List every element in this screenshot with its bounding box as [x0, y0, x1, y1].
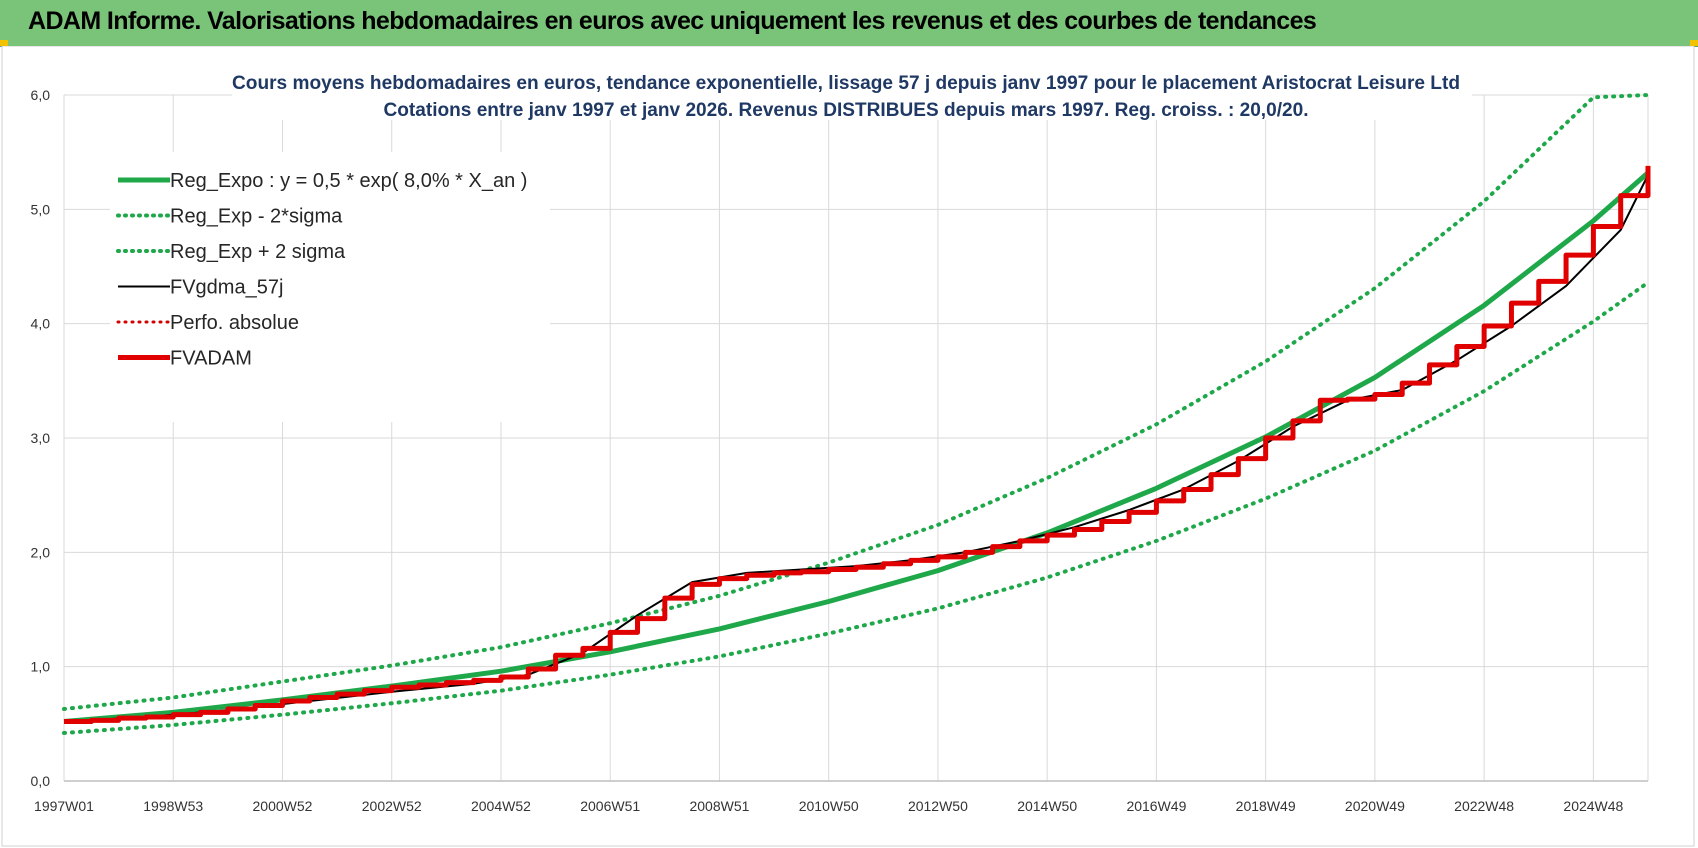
x-tick-label: 2012W50 [908, 798, 968, 814]
x-tick-label: 2002W52 [362, 798, 422, 814]
x-tick-label: 2010W50 [799, 798, 859, 814]
legend-label: Perfo. absolue [170, 312, 299, 334]
y-tick-label: 6,0 [31, 87, 51, 103]
series-line [62, 280, 1650, 735]
y-tick-label: 1,0 [31, 659, 51, 675]
corner-mark-right [1690, 40, 1698, 46]
y-tick-label: 0,0 [31, 773, 51, 789]
y-axis: 0,0 1,0 2,0 3,0 4,0 5,0 6,0 [31, 87, 51, 789]
header-banner: ADAM Informe. Valorisations hebdomadaire… [0, 0, 1698, 47]
x-tick-label: 2016W49 [1126, 798, 1186, 814]
x-tick-label: 2008W51 [689, 798, 749, 814]
x-tick-label: 2000W52 [253, 798, 313, 814]
x-tick-label: 1998W53 [143, 798, 203, 814]
legend-label: Reg_Expo : y = 0,5 * exp( 8,0% * X_an ) [170, 170, 527, 192]
x-tick-label: 1997W01 [34, 798, 94, 814]
legend: Reg_Expo : y = 0,5 * exp( 8,0% * X_an ) R… [110, 152, 550, 422]
chart-titles: Cours moyens hebdomadaires en euros, ten… [232, 64, 1472, 121]
legend-label: FVADAM [170, 348, 252, 370]
legend-label: FVgdma_57j [170, 277, 283, 299]
series-layer [62, 93, 1651, 735]
corner-mark-left [0, 40, 8, 46]
chart-subtitle: Cotations entre janv 1997 et janv 2026. … [384, 100, 1309, 121]
x-tick-label: 2014W50 [1017, 798, 1077, 814]
series-line [62, 93, 1650, 711]
y-tick-label: 2,0 [31, 544, 51, 560]
x-tick-label: 2006W51 [580, 798, 640, 814]
x-tick-label: 2020W49 [1345, 798, 1405, 814]
page-title: ADAM Informe. Valorisations hebdomadaire… [28, 7, 1317, 35]
y-tick-label: 5,0 [31, 201, 51, 217]
legend-label: Reg_Exp + 2 sigma [170, 241, 346, 263]
legend-label: Reg_Exp - 2*sigma [170, 206, 343, 228]
series-line [64, 165, 1651, 725]
x-tick-label: 2024W48 [1563, 798, 1623, 814]
chart: 1997W01 1998W53 2000W52 2002W52 2004W52 2006W… [1, 46, 1695, 847]
y-tick-label: 3,0 [31, 430, 51, 446]
y-tick-label: 4,0 [31, 316, 51, 332]
x-axis: 1997W01 1998W53 2000W52 2002W52 2004W52 2006W… [34, 780, 1648, 814]
x-tick-label: 2004W52 [471, 798, 531, 814]
x-tick-label: 2022W48 [1454, 798, 1514, 814]
legend-backdrop [110, 152, 550, 422]
title-backdrop [232, 64, 1472, 120]
chart-title: Cours moyens hebdomadaires en euros, ten… [232, 73, 1460, 94]
x-tick-label: 2018W49 [1236, 798, 1296, 814]
